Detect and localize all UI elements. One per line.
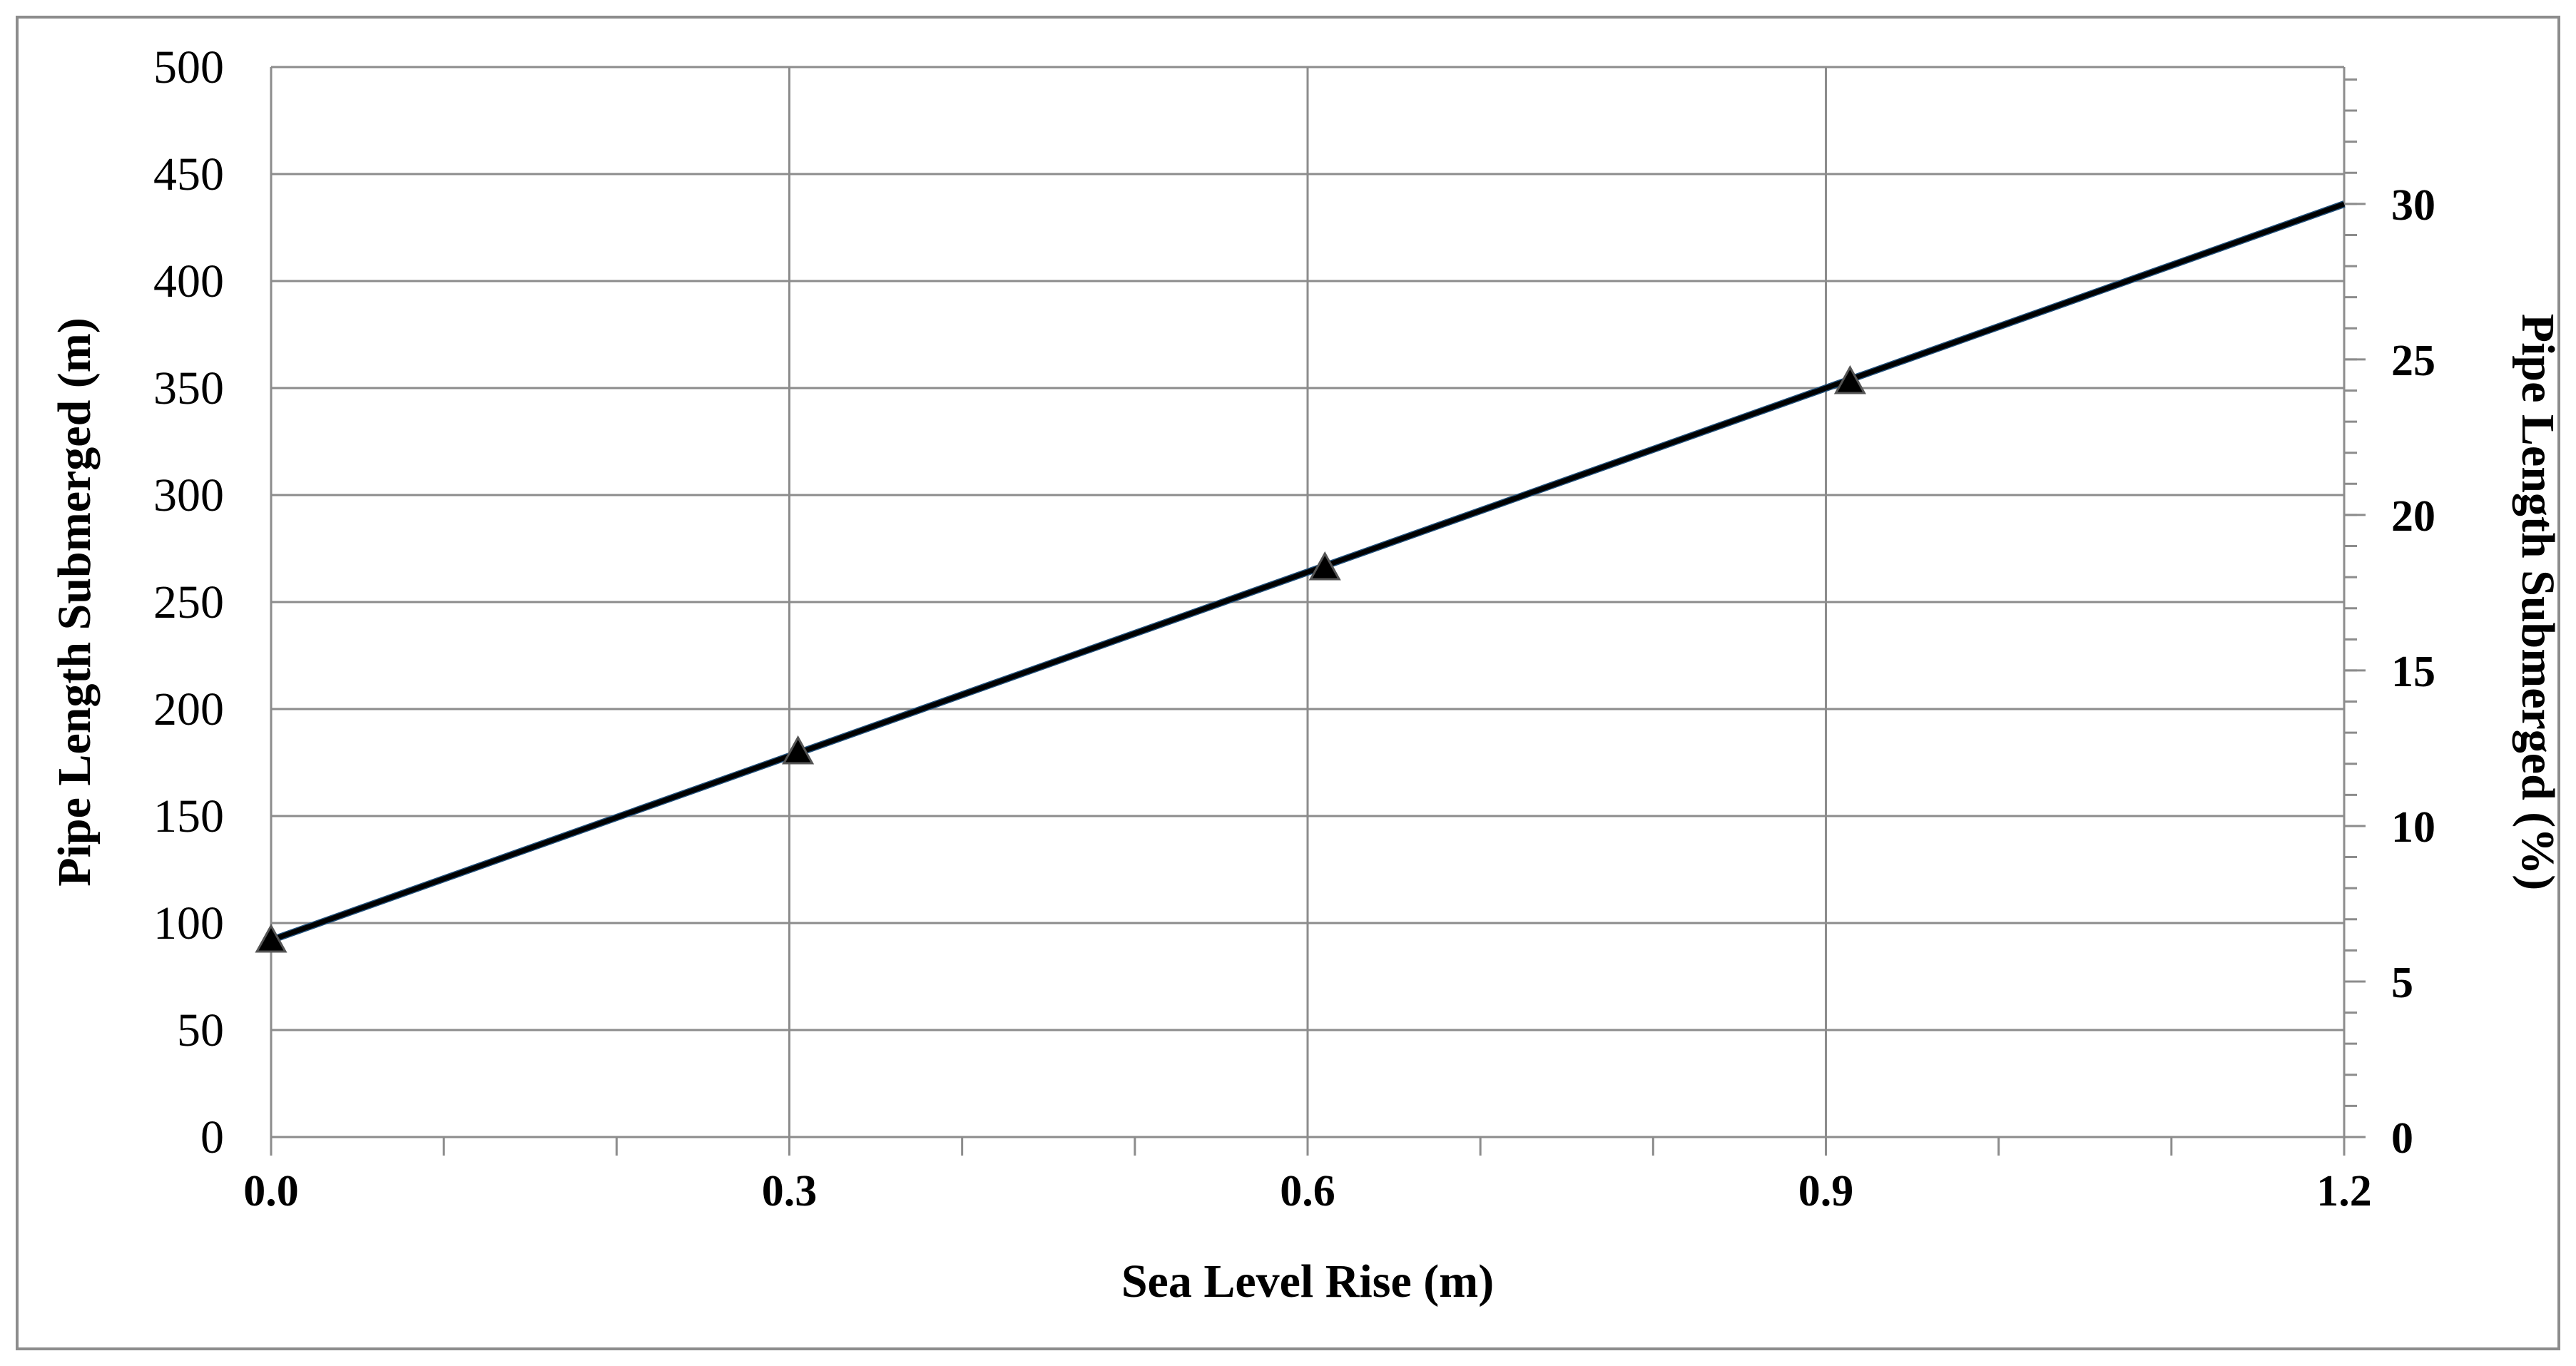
data-markers — [255, 365, 1866, 953]
y-tick-label: 200 — [153, 683, 224, 735]
y-tick-label: 300 — [153, 469, 224, 521]
y-axis-ticks: 0 50 100 150 200 250 300 350 400 450 500 — [153, 41, 224, 1163]
x-tick-label: 0.9 — [1798, 1167, 1854, 1215]
y-tick-label: 400 — [153, 255, 224, 307]
y-axis-title: Pipe Length Submerged (m) — [49, 317, 101, 886]
y2-axis-title: Pipe Length Submerged (%) — [2512, 314, 2564, 891]
data-point-marker — [1833, 365, 1866, 394]
data-point-marker — [782, 735, 815, 765]
x-tick-label: 0.3 — [762, 1167, 818, 1215]
y-tick-label: 100 — [153, 897, 224, 949]
y2-tick-label: 10 — [2391, 803, 2435, 852]
y-tick-label: 500 — [153, 41, 224, 93]
data-point-marker — [1308, 551, 1341, 581]
x-tick-label: 1.2 — [2316, 1167, 2372, 1215]
x-tick-label: 0.0 — [243, 1167, 299, 1215]
y2-tick-label: 5 — [2391, 959, 2413, 1007]
y-tick-label: 150 — [153, 790, 224, 842]
series — [270, 200, 2346, 944]
x-axis-ticks: 0.0 0.3 0.6 0.9 1.2 — [243, 1137, 2372, 1215]
y2-tick-label: 20 — [2391, 492, 2435, 541]
y2-tick-label: 0 — [2391, 1114, 2413, 1163]
y-tick-label: 450 — [153, 148, 224, 200]
y-tick-label: 0 — [200, 1111, 224, 1163]
y-tick-label: 50 — [177, 1004, 224, 1056]
y2-axis-ticks: 0 5 10 15 20 25 30 — [2344, 78, 2435, 1163]
y2-tick-label: 25 — [2391, 337, 2435, 385]
data-point-marker — [255, 923, 287, 953]
x-axis-title: Sea Level Rise (m) — [1121, 1255, 1494, 1308]
y-tick-label: 350 — [153, 362, 224, 414]
series-line — [270, 201, 2346, 943]
y-tick-label: 250 — [153, 576, 224, 628]
y2-tick-label: 15 — [2391, 648, 2435, 696]
y2-tick-label: 30 — [2391, 181, 2435, 230]
x-tick-label: 0.6 — [1280, 1167, 1335, 1215]
